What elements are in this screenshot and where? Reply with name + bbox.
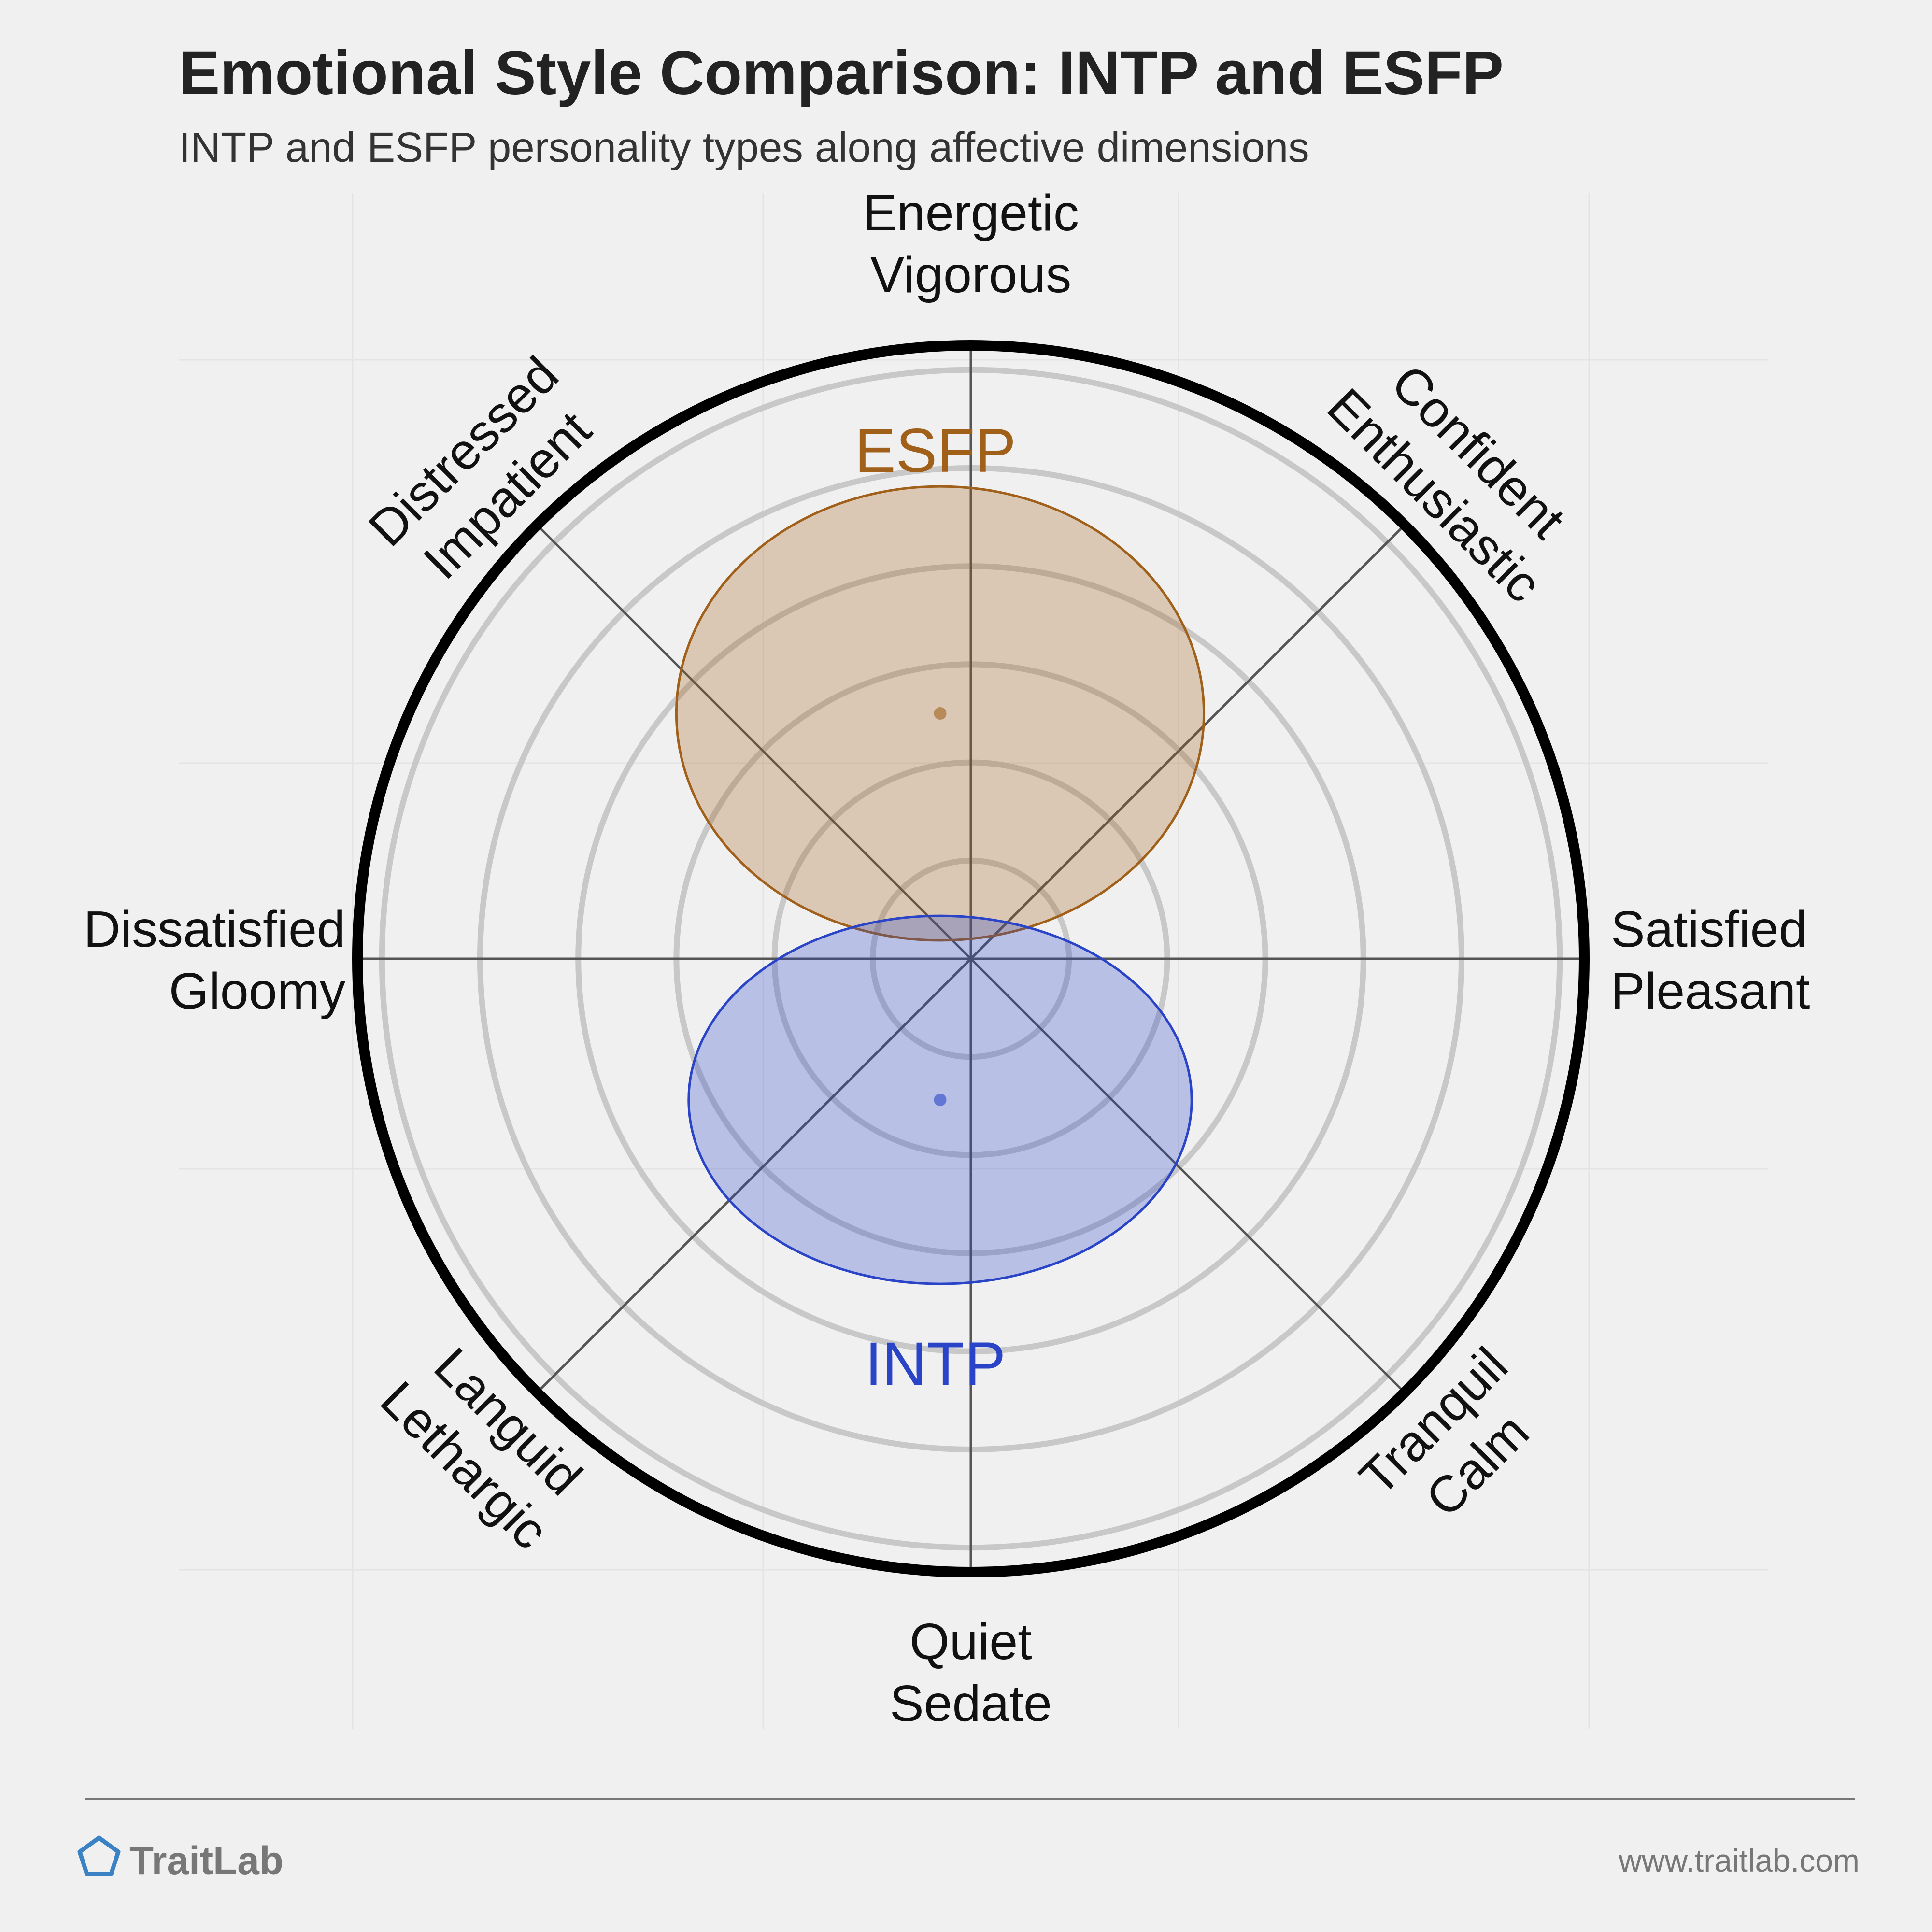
outer-circle-layer <box>352 340 1590 1577</box>
axis-label-line: Dissatisfied <box>84 901 345 958</box>
chart-subtitle: INTP and ESFP personality types along af… <box>179 124 1309 171</box>
axis-label-line: Quiet <box>909 1613 1032 1670</box>
esfp-series-label: ESFP <box>854 416 1016 485</box>
esfp-center-point <box>934 707 947 720</box>
axis-label-line: Energetic <box>863 185 1079 242</box>
website-url: www.traitlab.com <box>1618 1843 1860 1878</box>
axis-label-line: Pleasant <box>1611 963 1810 1020</box>
intp-series-label: INTP <box>865 1330 1006 1399</box>
series-layer: ESFP INTP <box>675 416 1206 1399</box>
axis-label-line: Gloomy <box>169 963 345 1020</box>
pentagon-icon <box>77 1835 121 1876</box>
axis-label-line: Satisfied <box>1611 901 1807 958</box>
outer-circle <box>352 340 1590 1577</box>
traitlab-logo: TraitLab <box>77 1835 284 1883</box>
axis-label-line: Vigorous <box>870 246 1071 303</box>
chart-title: Emotional Style Comparison: INTP and ESF… <box>179 39 1504 108</box>
brand-name: TraitLab <box>129 1839 284 1883</box>
intp-center-point <box>934 1094 947 1107</box>
axis-label-line: Sedate <box>890 1675 1052 1732</box>
